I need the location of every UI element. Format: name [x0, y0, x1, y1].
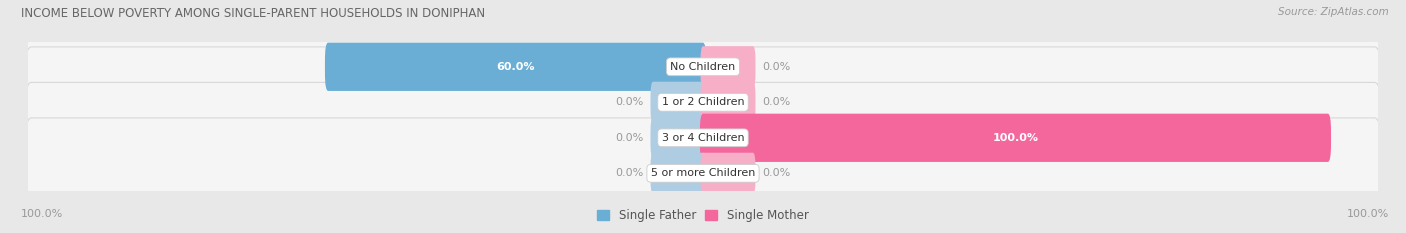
Text: 0.0%: 0.0%: [616, 168, 644, 178]
Text: 100.0%: 100.0%: [21, 209, 63, 219]
FancyBboxPatch shape: [700, 153, 755, 194]
FancyBboxPatch shape: [651, 82, 706, 123]
Text: No Children: No Children: [671, 62, 735, 72]
FancyBboxPatch shape: [700, 82, 755, 123]
FancyBboxPatch shape: [700, 114, 1331, 162]
Text: 0.0%: 0.0%: [616, 97, 644, 107]
Text: 0.0%: 0.0%: [762, 97, 790, 107]
Text: 3 or 4 Children: 3 or 4 Children: [662, 133, 744, 143]
FancyBboxPatch shape: [700, 46, 755, 87]
FancyBboxPatch shape: [651, 153, 706, 194]
Text: 100.0%: 100.0%: [1347, 209, 1389, 219]
Text: 100.0%: 100.0%: [993, 133, 1039, 143]
FancyBboxPatch shape: [24, 11, 1382, 122]
Text: 60.0%: 60.0%: [496, 62, 534, 72]
Text: INCOME BELOW POVERTY AMONG SINGLE-PARENT HOUSEHOLDS IN DONIPHAN: INCOME BELOW POVERTY AMONG SINGLE-PARENT…: [21, 7, 485, 20]
Legend: Single Father, Single Mother: Single Father, Single Mother: [593, 205, 813, 227]
FancyBboxPatch shape: [651, 117, 706, 158]
FancyBboxPatch shape: [24, 118, 1382, 229]
FancyBboxPatch shape: [24, 82, 1382, 193]
Text: 0.0%: 0.0%: [762, 168, 790, 178]
Text: 0.0%: 0.0%: [616, 133, 644, 143]
Text: 0.0%: 0.0%: [762, 62, 790, 72]
FancyBboxPatch shape: [325, 43, 706, 91]
Text: 5 or more Children: 5 or more Children: [651, 168, 755, 178]
Text: 1 or 2 Children: 1 or 2 Children: [662, 97, 744, 107]
Text: Source: ZipAtlas.com: Source: ZipAtlas.com: [1278, 7, 1389, 17]
FancyBboxPatch shape: [24, 47, 1382, 158]
